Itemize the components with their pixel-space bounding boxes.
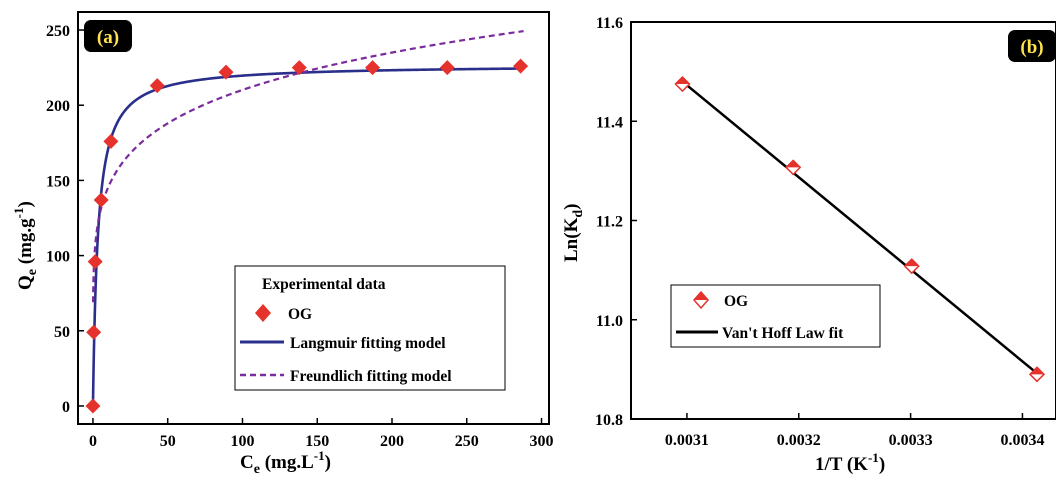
legend-b-og-label: OG (724, 293, 748, 310)
panel-b-legend-box (670, 284, 881, 348)
a-ytick-label: 100 (46, 249, 70, 266)
a-xtick-label: 50 (160, 433, 176, 450)
og-data-point (86, 324, 102, 340)
og-data-point (675, 77, 690, 85)
panel-b-frame (630, 21, 1056, 420)
panel-a-frame (77, 11, 550, 425)
b-xtick-label: 0.0032 (777, 432, 821, 449)
vant-hoff-fit-line (681, 80, 1038, 375)
a-ytick-label: 200 (46, 98, 70, 115)
panel-a-points (85, 58, 529, 414)
legend-b-og-marker-fill (694, 292, 708, 300)
freundlich-curve (91, 30, 524, 303)
a-xtick-label: 300 (530, 433, 554, 450)
a-xtick-label: 250 (455, 433, 479, 450)
panel-b-ticks: 0.0031 0.0032 0.0033 0.0034 10.8 11.0 11.2 11.4… (595, 15, 1044, 449)
b-ytick-label: 11.4 (596, 114, 623, 131)
legend-og-marker (255, 304, 271, 322)
og-data-point (291, 60, 307, 76)
og-data-point (218, 64, 234, 80)
a-ytick-label: 150 (46, 173, 70, 190)
a-ytick-label: 250 (46, 23, 70, 40)
panel-b-legend: OG Van't Hoff Law fit (670, 284, 881, 348)
panel-b-xlabel: 1/T (K-1) (815, 450, 885, 475)
a-ytick-label: 0 (62, 399, 70, 416)
legend-og-label: OG (288, 306, 312, 323)
b-xtick-label: 0.0031 (665, 432, 709, 449)
a-xtick-label: 0 (89, 433, 97, 450)
panel-b-ylabel: Ln(Kd) (561, 204, 586, 262)
panel-b-tag-label: (b) (1020, 37, 1043, 58)
legend-b-fit-label: Van't Hoff Law fit (722, 325, 844, 342)
og-data-point (85, 398, 101, 414)
b-ytick-label: 10.8 (595, 412, 623, 429)
og-data-point (513, 58, 529, 74)
panel-a: 0 50 100 150 200 250 300 0 50 100 150 200 250 (a) Ex… (11, 11, 554, 477)
a-xtick-label: 100 (230, 433, 254, 450)
og-data-point (1029, 367, 1044, 375)
legend-title: Experimental data (262, 276, 386, 293)
b-ytick-label: 11.0 (596, 313, 623, 330)
og-data-point (439, 60, 455, 76)
panel-a-tag-label: (a) (97, 27, 119, 48)
og-data-point (904, 259, 919, 267)
panel-a-xlabel: Ce (mg.L-1) (240, 448, 331, 477)
b-xtick-label: 0.0034 (1000, 432, 1044, 449)
panel-a-ticks: 0 50 100 150 200 250 300 0 50 100 150 200 250 (46, 23, 554, 450)
panel-b: 0.0031 0.0032 0.0033 0.0034 10.8 11.0 11.2 11.4… (561, 15, 1056, 475)
legend-freundlich-label: Freundlich fitting model (290, 368, 452, 385)
panel-a-tag (84, 20, 132, 52)
panel-a-legend: Experimental data OG Langmuir fitting mo… (234, 265, 506, 391)
panel-b-points (674, 75, 1046, 383)
a-ytick-label: 50 (54, 324, 70, 341)
b-ytick-label: 11.6 (596, 15, 623, 32)
og-data-point (786, 160, 801, 168)
b-xtick-label: 0.0033 (889, 432, 933, 449)
og-data-point (87, 254, 103, 270)
a-xtick-label: 200 (380, 433, 404, 450)
legend-langmuir-label: Langmuir fitting model (290, 335, 446, 352)
a-xtick-label: 150 (305, 433, 329, 450)
og-data-point (103, 133, 119, 149)
panel-a-legend-box (234, 265, 506, 391)
og-data-point (365, 60, 381, 76)
langmuir-curve (91, 67, 524, 406)
panel-b-tag (1008, 30, 1056, 62)
panel-b-fit (681, 80, 1038, 375)
og-data-point (93, 192, 109, 208)
panel-a-ylabel: Qe (mg.g-1) (11, 201, 40, 290)
og-data-point (149, 78, 165, 94)
b-ytick-label: 11.2 (596, 214, 623, 231)
